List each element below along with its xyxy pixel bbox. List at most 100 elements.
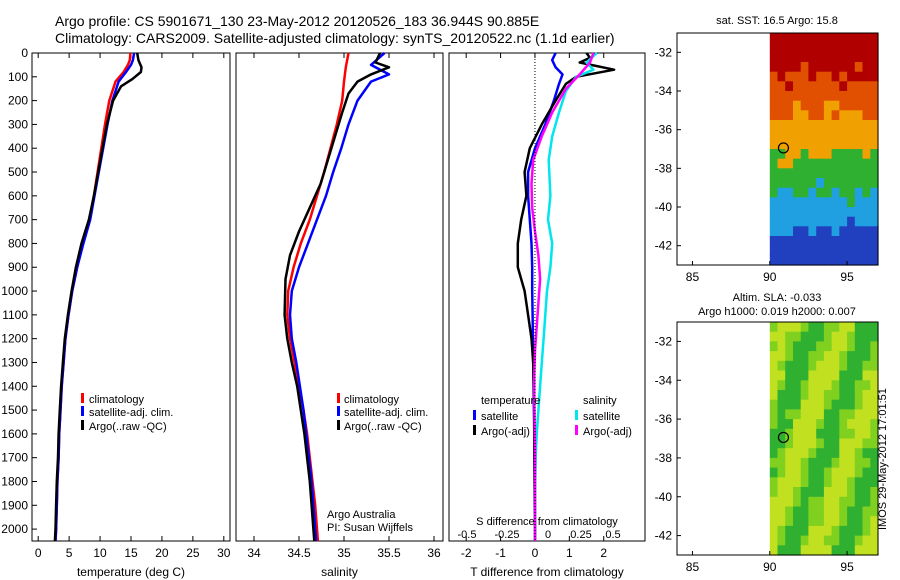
map-cell — [854, 62, 864, 73]
map-cell — [785, 216, 794, 227]
map-cell — [808, 496, 817, 508]
map-cell — [777, 71, 786, 82]
map-cell — [816, 187, 825, 198]
map-cell — [800, 322, 809, 333]
y-tick-label: -40 — [655, 200, 673, 214]
map-cell — [854, 216, 864, 227]
map-cell — [769, 100, 779, 111]
map-cell — [769, 399, 779, 410]
map-cell — [847, 419, 856, 430]
y-tick-label: 700 — [8, 213, 28, 227]
map-cell — [862, 129, 871, 140]
map-cell — [816, 33, 825, 44]
map-cell — [823, 351, 833, 362]
map-cell — [847, 207, 856, 218]
y-tick-label: -38 — [655, 161, 673, 175]
map-cell — [823, 255, 833, 266]
map-cell — [808, 467, 817, 478]
map-cell — [870, 33, 879, 44]
map-cell — [870, 110, 879, 121]
map-cell — [870, 100, 879, 111]
map-cell — [839, 380, 848, 391]
map-cell — [785, 467, 794, 478]
x-axis-label: T difference from climatology — [470, 565, 624, 579]
map-cell — [769, 120, 779, 131]
map-cell — [862, 207, 871, 218]
map-cell — [862, 81, 871, 92]
map-cell — [808, 245, 817, 256]
y-tick-label: 600 — [8, 189, 28, 203]
map-cell — [862, 448, 871, 459]
difference-panel: -2 -1 0 1 2 T difference from climatology S di… — [448, 52, 646, 579]
map-cell — [777, 506, 786, 517]
map-cell — [870, 216, 879, 227]
map-cell — [785, 370, 794, 381]
legend-swatch — [337, 420, 340, 430]
map-cell — [800, 178, 809, 189]
map-cell — [870, 477, 879, 488]
map-cell — [785, 341, 794, 352]
map-cell — [823, 216, 833, 227]
map-cell — [793, 545, 802, 556]
map-cell — [777, 52, 786, 63]
map-cell — [793, 370, 802, 381]
map-cell — [800, 390, 809, 401]
map-cell — [823, 81, 833, 92]
map-cell — [800, 535, 809, 546]
map-cell — [785, 428, 794, 440]
map-cell — [816, 226, 825, 237]
legend-label: satellite — [481, 411, 518, 423]
top-tick-label: -0.5 — [458, 529, 477, 541]
map-cell — [847, 399, 856, 410]
map-cell — [847, 409, 856, 420]
x-tick-label: 85 — [686, 560, 700, 574]
map-cell — [793, 42, 802, 53]
map-cell — [862, 409, 871, 420]
map-cell — [785, 42, 794, 53]
map-cell — [839, 516, 848, 527]
map-cell — [785, 255, 794, 266]
map-cell — [785, 360, 794, 372]
map-cell — [777, 139, 786, 150]
y-tick-label: 1000 — [1, 284, 28, 298]
map-cell — [831, 245, 840, 256]
legend-swatch — [575, 410, 578, 420]
map-cell — [847, 360, 856, 372]
map-cell — [854, 525, 864, 537]
map-cell — [769, 506, 779, 517]
x-tick-label: 34.5 — [287, 546, 311, 560]
map-cell — [823, 516, 833, 527]
map-cell — [862, 380, 871, 391]
top-axis-label: S difference from climatology — [476, 516, 618, 528]
map-cell — [854, 487, 864, 498]
map-cell — [847, 341, 856, 352]
map-cell — [808, 341, 817, 352]
map-cell — [793, 91, 802, 102]
map-cell — [793, 496, 802, 508]
x-tick-label: 34 — [247, 546, 261, 560]
map-cell — [847, 178, 856, 189]
map-cell — [777, 467, 786, 478]
map-cell — [831, 409, 840, 420]
map-cell — [793, 207, 802, 218]
map-cell — [793, 360, 802, 372]
map-cell — [816, 197, 825, 208]
map-cell — [808, 370, 817, 381]
map-cell — [831, 91, 840, 102]
map-border — [676, 321, 879, 556]
x-tick-label: 0 — [532, 546, 539, 560]
map-cell — [800, 139, 809, 150]
map-cell — [793, 525, 802, 537]
legend-label: Argo(..raw -QC) — [89, 421, 167, 433]
map-cell — [862, 487, 871, 498]
map-cell — [769, 139, 779, 150]
map-cell — [847, 52, 856, 63]
map-cell — [769, 33, 779, 44]
map-cell — [854, 477, 864, 488]
map-cell — [854, 448, 864, 459]
map-cell — [847, 506, 856, 517]
x-tick-label: -2 — [461, 546, 472, 560]
map-cell — [854, 380, 864, 391]
map-cell — [800, 516, 809, 527]
map-cell — [793, 390, 802, 401]
